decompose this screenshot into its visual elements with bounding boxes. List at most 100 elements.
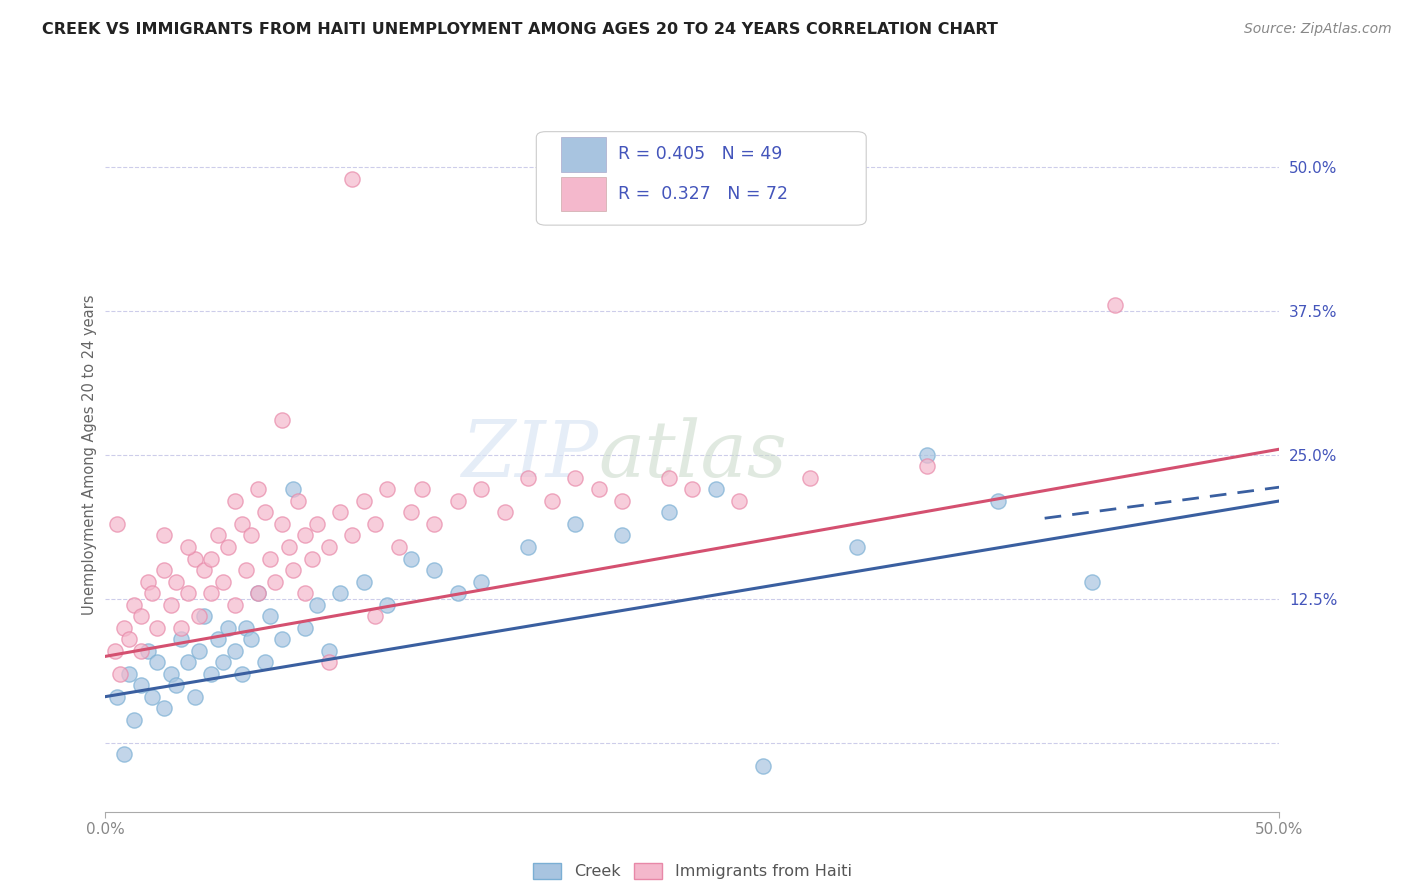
Point [165,678,187,692]
Point [105,516,128,531]
Point [141,586,163,600]
Point [752,758,775,772]
Point [517,540,540,554]
Point [263,574,285,589]
Point [129,678,152,692]
Point [193,563,215,577]
Point [176,655,198,669]
Point [375,598,398,612]
Point [108,666,131,681]
Text: R =  0.327   N = 72: R = 0.327 N = 72 [619,185,789,202]
Point [224,643,246,657]
Point [217,621,239,635]
Point [247,586,270,600]
Point [136,643,159,657]
Point [318,540,340,554]
Point [446,494,468,508]
Point [353,494,375,508]
Text: ZIP: ZIP [461,417,599,493]
Point [254,506,277,520]
Point [681,483,703,497]
Point [375,483,398,497]
Point [517,471,540,485]
Point [224,598,246,612]
Point [217,540,239,554]
Point [105,690,128,704]
Point [169,632,191,646]
Point [283,483,305,497]
Point [247,586,270,600]
Point [318,655,340,669]
Point [136,574,159,589]
Point [423,516,446,531]
Point [188,609,211,624]
Legend: Creek, Immigrants from Haiti: Creek, Immigrants from Haiti [526,856,859,886]
Point [287,494,309,508]
Point [231,666,253,681]
Point [364,516,387,531]
Point [153,563,176,577]
Point [704,483,727,497]
Point [470,574,492,589]
Point [183,551,205,566]
Point [247,483,270,497]
Point [987,494,1010,508]
Point [845,540,868,554]
Point [564,471,586,485]
Point [283,563,305,577]
Point [224,494,246,508]
Point [183,690,205,704]
Point [340,171,363,186]
Point [915,448,938,462]
Point [153,701,176,715]
FancyBboxPatch shape [536,132,866,225]
Point [388,540,411,554]
Point [610,528,633,542]
Point [207,528,229,542]
Point [231,516,253,531]
Point [270,413,292,427]
Point [423,563,446,577]
Point [146,655,169,669]
Point [915,459,938,474]
Point [211,655,233,669]
Point [176,586,198,600]
Point [122,598,145,612]
Point [129,643,152,657]
Point [799,471,821,485]
Point [118,632,141,646]
Point [112,621,135,635]
Point [153,528,176,542]
Point [411,483,433,497]
Point [364,609,387,624]
Point [728,494,751,508]
Point [1104,298,1126,312]
Point [240,528,263,542]
Point [188,643,211,657]
Point [294,621,316,635]
Point [494,506,516,520]
Point [305,516,328,531]
Point [129,609,152,624]
Point [658,506,681,520]
Point [112,747,135,761]
Point [353,574,375,589]
Point [329,586,352,600]
FancyBboxPatch shape [561,137,606,171]
Point [104,643,127,657]
Point [610,494,633,508]
Point [1080,574,1102,589]
Point [658,471,681,485]
Point [399,551,422,566]
Point [235,563,257,577]
Point [399,506,422,520]
Point [294,586,316,600]
Text: Source: ZipAtlas.com: Source: ZipAtlas.com [1244,22,1392,37]
Point [146,621,169,635]
Point [340,528,363,542]
Point [176,540,198,554]
Text: R = 0.405   N = 49: R = 0.405 N = 49 [619,145,783,163]
Point [277,540,299,554]
Point [588,483,610,497]
Point [118,666,141,681]
